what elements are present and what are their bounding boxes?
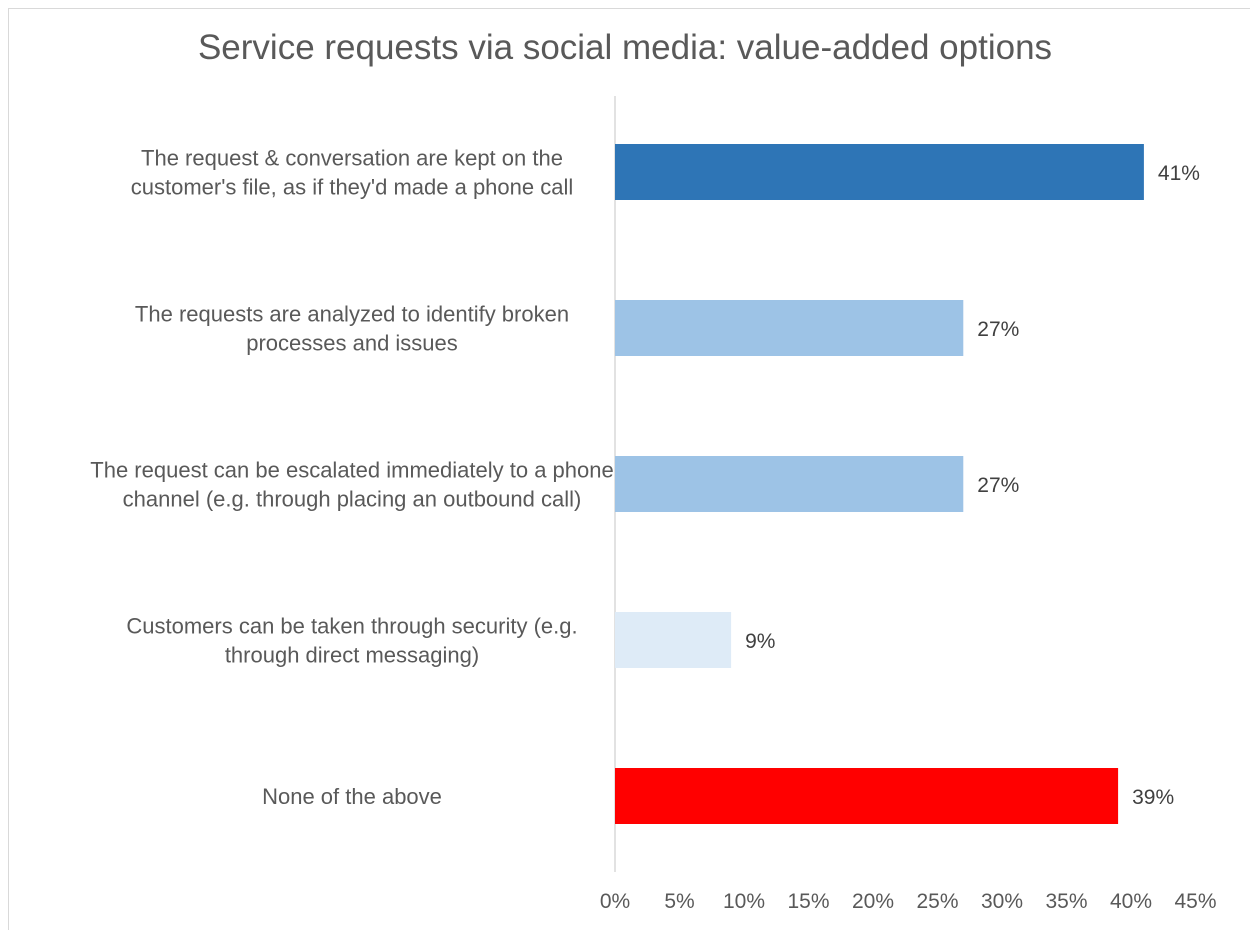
axis-group: 0% 5% 10% 15% 20% 25% 30% 35% 40% 45%: [600, 96, 1217, 913]
category-label-line: The request & conversation are kept on t…: [141, 146, 563, 171]
x-tick-label: 35%: [1045, 890, 1087, 913]
x-tick-label: 5%: [664, 890, 694, 913]
category-label-line: customer's file, as if they'd made a pho…: [131, 175, 574, 200]
data-label: 39%: [1132, 786, 1174, 809]
chart-title: Service requests via social media: value…: [197, 28, 1053, 67]
category-label-line: channel (e.g. through placing an outboun…: [123, 487, 582, 512]
bar: [615, 612, 732, 668]
data-label: 41%: [1158, 162, 1200, 185]
category-label-line: Customers can be taken through security …: [126, 614, 577, 639]
x-tick-label: 10%: [723, 890, 765, 913]
x-tick-label: 45%: [1174, 890, 1216, 913]
category-label-line: None of the above: [262, 784, 442, 809]
category-label: Customers can be taken through security …: [126, 614, 577, 668]
x-tick-label: 30%: [981, 890, 1023, 913]
bar: [615, 768, 1119, 824]
data-label: 27%: [977, 318, 1019, 341]
x-tick-label: 40%: [1110, 890, 1152, 913]
bar: [615, 144, 1144, 200]
labels-group: 41% The request & conversation are kept o…: [90, 146, 1200, 810]
chart-frame: [8, 8, 1250, 930]
bar: [615, 456, 964, 512]
category-label: The request can be escalated immediately…: [90, 458, 613, 512]
category-label-line: through direct messaging): [225, 643, 479, 668]
x-tick-label: 15%: [787, 890, 829, 913]
category-label-line: The requests are analyzed to identify br…: [135, 302, 569, 327]
bars-group: [615, 144, 1144, 824]
category-label: The requests are analyzed to identify br…: [135, 302, 569, 356]
category-label: The request & conversation are kept on t…: [131, 146, 574, 200]
category-label: None of the above: [262, 784, 442, 809]
data-label: 27%: [977, 474, 1019, 497]
bar: [615, 300, 964, 356]
category-label-line: The request can be escalated immediately…: [90, 458, 613, 483]
data-label: 9%: [745, 630, 775, 653]
x-tick-label: 25%: [916, 890, 958, 913]
category-label-line: processes and issues: [246, 331, 458, 356]
x-tick-label: 0%: [600, 890, 630, 913]
x-tick-label: 20%: [852, 890, 894, 913]
